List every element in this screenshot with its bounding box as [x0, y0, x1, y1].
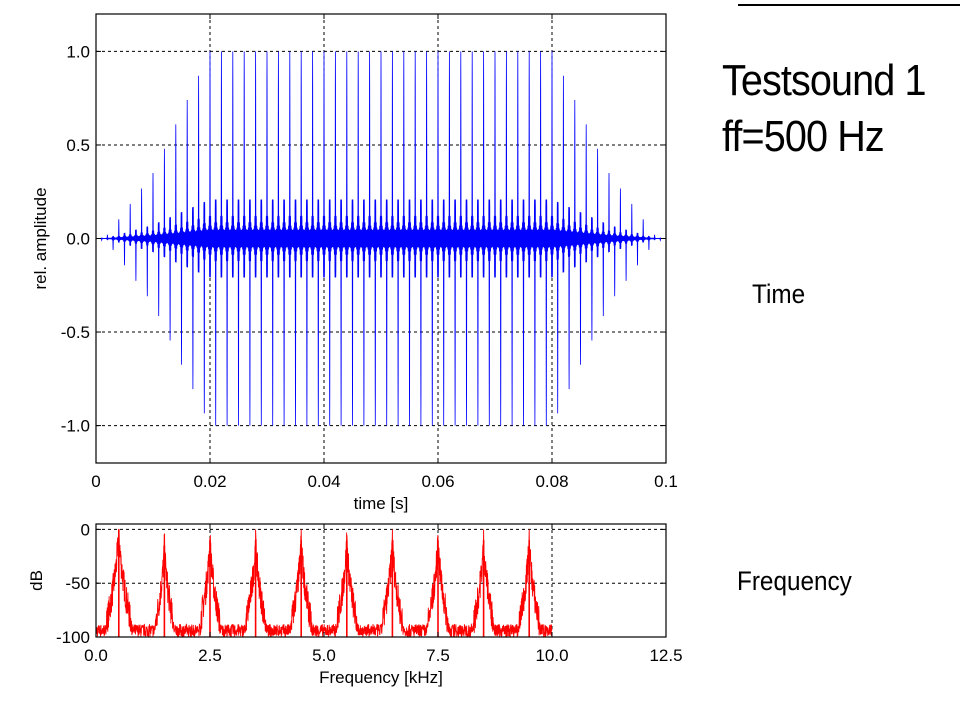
y-tick-label: 0.0 — [66, 229, 90, 248]
plot-frame — [95, 523, 667, 638]
x-tick-label: 0.06 — [421, 472, 454, 491]
y-tick-label: -0.5 — [61, 323, 90, 342]
y-tick-label: -100 — [56, 628, 90, 647]
x-tick-label: 10.0 — [535, 646, 568, 665]
x-tick-label: 7.5 — [426, 646, 450, 665]
slide-title-line-2: ff=500 Hz — [722, 112, 885, 161]
x-tick-label: 5.0 — [312, 646, 336, 665]
y-axis-label: dB — [27, 570, 46, 591]
x-axis-label: Frequency [kHz] — [319, 668, 443, 687]
time-domain-chart: 0 0.02 0.04 0.06 0.08 0.1 1.0 0.5 0.0 -0.5 -1.0 tim… — [31, 13, 678, 513]
x-axis-label: time [s] — [354, 494, 409, 513]
x-tick-label: 2.5 — [198, 646, 222, 665]
frequency-spectrum-chart: 0.0 2.5 5.0 7.5 10.0 12.5 0 -50 -100 Frequency [k… — [27, 520, 683, 687]
corner-rule — [738, 4, 960, 6]
slide-title-line-1: Testsound 1 — [722, 56, 927, 105]
y-tick-label: 1.0 — [66, 42, 90, 61]
spectrum-series — [95, 528, 553, 638]
frequency-section-label: Frequency — [737, 566, 852, 596]
x-tick-label: 0 — [91, 472, 100, 491]
y-tick-label: -1.0 — [61, 417, 90, 436]
x-tick-label: 0.08 — [535, 472, 568, 491]
x-tick-label: 0.0 — [84, 646, 108, 665]
plot-area — [96, 524, 666, 637]
time-section-label: Time — [752, 279, 806, 309]
y-tick-label: -50 — [65, 574, 90, 593]
y-tick-label: 0 — [81, 520, 90, 539]
x-tick-label: 12.5 — [649, 646, 682, 665]
x-tick-label: 0.1 — [654, 472, 678, 491]
y-tick-label: 0.5 — [66, 136, 90, 155]
waveform-series — [95, 51, 667, 426]
y-axis-label: rel. amplitude — [31, 187, 50, 289]
x-tick-label: 0.04 — [307, 472, 340, 491]
x-tick-label: 0.02 — [193, 472, 226, 491]
